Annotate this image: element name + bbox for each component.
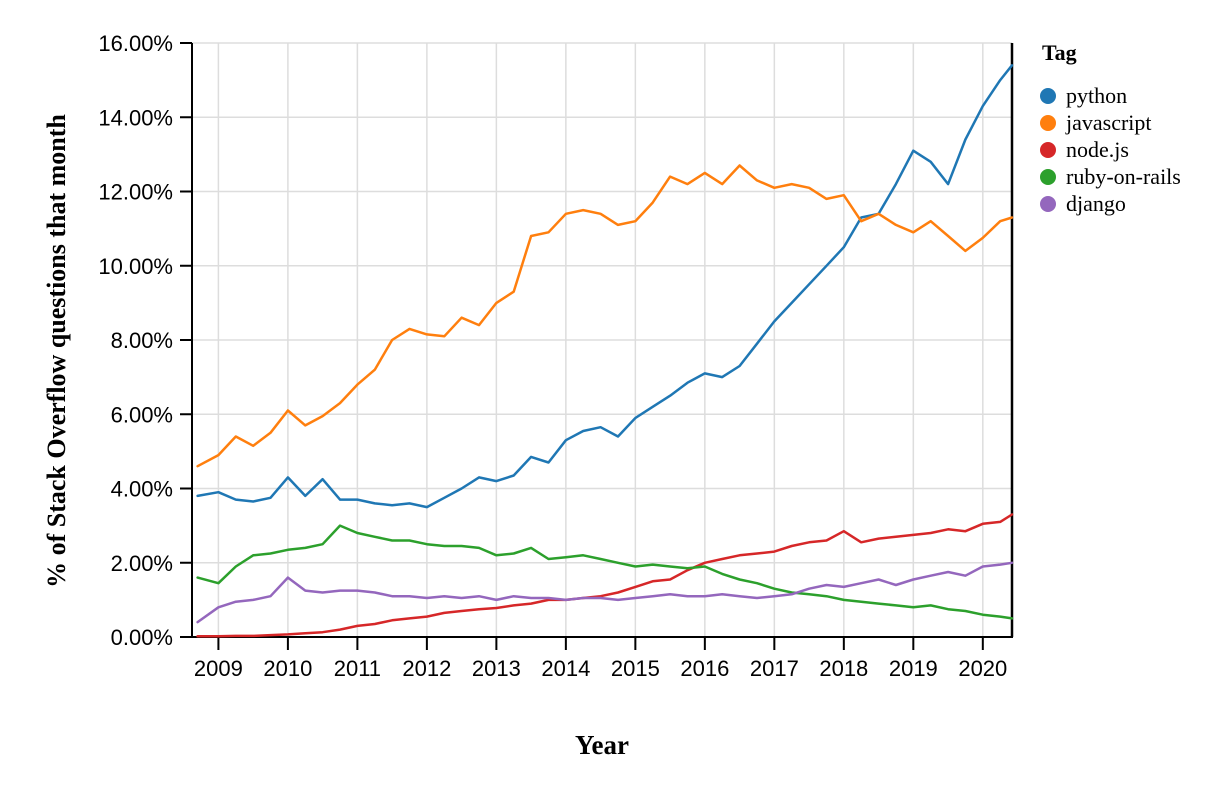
legend-item-python: python [1040,82,1181,109]
y-tick-label: 14.00% [98,105,173,130]
legend-label-python: python [1066,82,1128,108]
y-tick-label: 10.00% [98,254,173,279]
x-tick-label: 2019 [889,656,938,681]
y-tick-label: 12.00% [98,180,173,205]
legend-item-nodejs: node.js [1040,136,1181,163]
legend-item-ruby-on-rails: ruby-on-rails [1040,163,1181,190]
x-tick-label: 2020 [958,656,1007,681]
y-tick-label: 16.00% [98,31,173,56]
y-tick-label: 0.00% [111,625,173,650]
legend-swatch-javascript-icon [1040,114,1056,131]
x-tick-label: 2014 [541,656,590,681]
series-line-javascript [196,164,1014,468]
series-line-ruby-on-rails [196,524,1014,620]
x-tick-label: 2018 [819,656,868,681]
legend-swatch-nodejs-icon [1040,141,1056,158]
y-tick-label: 8.00% [111,328,173,353]
x-axis-title: Year [575,730,629,760]
x-tick-label: 2010 [263,656,312,681]
series-line-django [196,561,1014,624]
legend-swatch-django-icon [1040,195,1056,212]
legend-item-javascript: javascript [1040,109,1181,136]
legend-label-nodejs: node.js [1066,136,1129,162]
legend-swatch-ruby-on-rails-icon [1040,168,1056,185]
legend-label-django: django [1066,190,1126,216]
x-tick-label: 2009 [194,656,243,681]
x-tick-label: 2016 [680,656,729,681]
series-line-python [196,64,1014,509]
legend-swatch-python-icon [1040,87,1056,104]
x-tick-label: 2017 [750,656,799,681]
legend-title: Tag [1042,40,1077,65]
y-tick-label: 4.00% [111,477,173,502]
x-tick-label: 2015 [611,656,660,681]
x-tick-label: 2012 [402,656,451,681]
legend: Tag python javascript node.js ruby-on-ra… [1040,40,1181,217]
x-tick-label: 2013 [472,656,521,681]
legend-item-django: django [1040,190,1181,217]
y-tick-label: 2.00% [111,551,173,576]
legend-label-javascript: javascript [1066,109,1152,135]
y-tick-label: 6.00% [111,402,173,427]
series-line-node.js [196,513,1014,638]
x-tick-label: 2011 [334,656,381,681]
y-axis-title: % of Stack Overflow questions that month [42,114,71,588]
legend-label-ruby-on-rails: ruby-on-rails [1066,163,1181,189]
